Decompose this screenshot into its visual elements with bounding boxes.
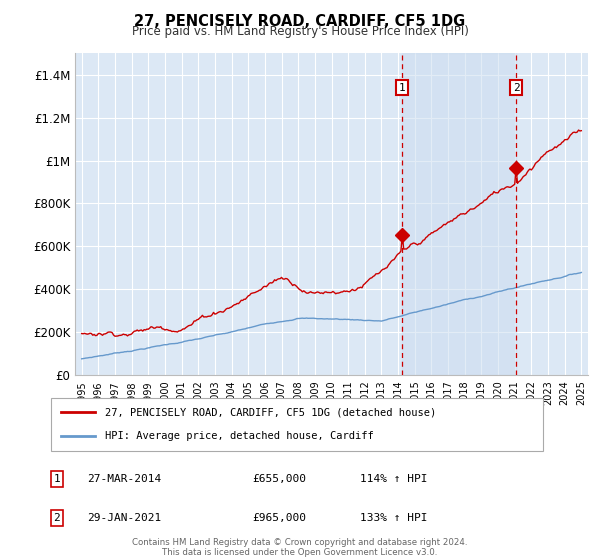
Text: 2: 2 bbox=[53, 513, 61, 523]
Text: Contains HM Land Registry data © Crown copyright and database right 2024.
This d: Contains HM Land Registry data © Crown c… bbox=[132, 538, 468, 557]
Text: 1: 1 bbox=[398, 82, 406, 92]
Text: HPI: Average price, detached house, Cardiff: HPI: Average price, detached house, Card… bbox=[105, 431, 374, 441]
Text: 2: 2 bbox=[512, 82, 520, 92]
Text: Price paid vs. HM Land Registry's House Price Index (HPI): Price paid vs. HM Land Registry's House … bbox=[131, 25, 469, 38]
Text: £655,000: £655,000 bbox=[252, 474, 306, 484]
Text: 27, PENCISELY ROAD, CARDIFF, CF5 1DG (detached house): 27, PENCISELY ROAD, CARDIFF, CF5 1DG (de… bbox=[105, 408, 436, 418]
Text: 133% ↑ HPI: 133% ↑ HPI bbox=[360, 513, 427, 523]
Text: 1: 1 bbox=[53, 474, 61, 484]
Text: 29-JAN-2021: 29-JAN-2021 bbox=[87, 513, 161, 523]
FancyBboxPatch shape bbox=[51, 398, 543, 451]
Bar bbox=[402, 53, 516, 375]
Text: £965,000: £965,000 bbox=[252, 513, 306, 523]
Text: 27, PENCISELY ROAD, CARDIFF, CF5 1DG: 27, PENCISELY ROAD, CARDIFF, CF5 1DG bbox=[134, 14, 466, 29]
Text: 114% ↑ HPI: 114% ↑ HPI bbox=[360, 474, 427, 484]
Text: 27-MAR-2014: 27-MAR-2014 bbox=[87, 474, 161, 484]
